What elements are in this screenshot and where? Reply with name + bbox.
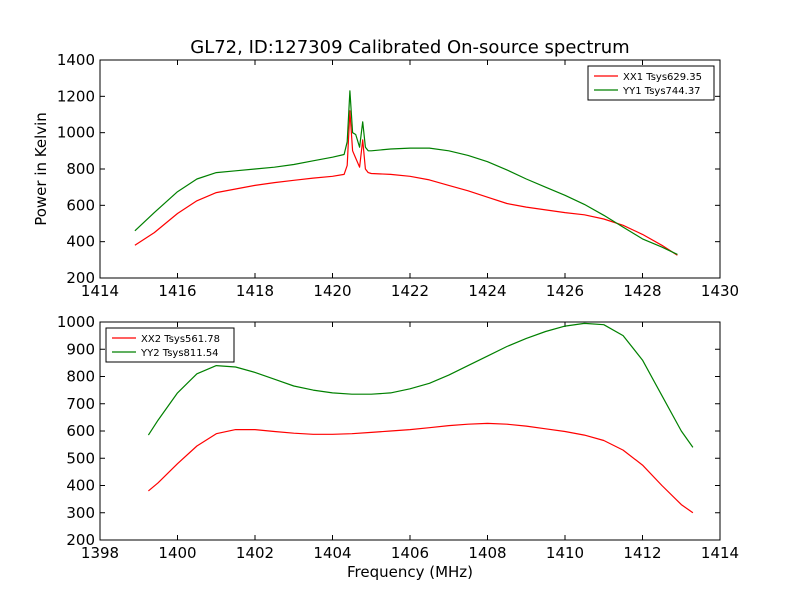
x-tick-label: 1404: [313, 544, 351, 562]
y-tick-label: 600: [66, 422, 95, 440]
legend: XX1 Tsys629.35 YY1 Tsys744.37: [587, 65, 715, 101]
x-tick-label: 1408: [468, 544, 506, 562]
y-tick-label: 600: [66, 196, 95, 214]
x-tick-label: 1422: [391, 282, 429, 300]
x-tick-label: 1418: [236, 282, 274, 300]
plot-bottom: 1398 1400 1402 1404 1406 1408 1410 1412 1414 200 3…: [57, 313, 739, 562]
y-tick-label: 200: [66, 269, 95, 287]
y-tick-label: 1200: [57, 87, 95, 105]
y-tick-label: 400: [66, 477, 95, 495]
x-tick-label: 1412: [623, 544, 661, 562]
legend-label: YY1 Tsys744.37: [622, 86, 701, 97]
y-tick-label: 1400: [57, 51, 95, 69]
series-line-yy: [134, 90, 678, 255]
x-axis-title-bottom: Frequency (MHz): [347, 563, 473, 581]
legend-box: [105, 327, 235, 363]
x-tick-label: 1414: [81, 282, 119, 300]
y-tick-label: 1000: [57, 313, 95, 331]
y-tick-label: 800: [66, 368, 95, 386]
y-tick-label: 400: [66, 233, 95, 251]
series-line-yy: [147, 322, 694, 448]
y-tick-label: 200: [66, 531, 95, 549]
legend-label: YY2 Tsys811.54: [140, 348, 219, 359]
x-tick-label: 1406: [391, 544, 429, 562]
x-tick-label: 1400: [158, 544, 196, 562]
y-tick-label: 500: [66, 449, 95, 467]
y-tick-label: 800: [66, 160, 95, 178]
x-tick-label: 1398: [81, 544, 119, 562]
series-line-xx: [148, 422, 694, 514]
y-tick-label: 1000: [57, 124, 95, 142]
legend-label: XX2 Tsys561.78: [141, 334, 220, 345]
x-tick-label: 1416: [158, 282, 196, 300]
x-tick-label: 1420: [313, 282, 351, 300]
x-tick-label: 1414: [701, 544, 739, 562]
series-line-xx: [134, 110, 678, 256]
legend: XX2 Tsys561.78 YY2 Tsys811.54: [105, 327, 235, 363]
y-tick-label: 900: [66, 340, 95, 358]
chart-title: GL72, ID:127309 Calibrated On-source spe…: [190, 37, 629, 58]
y-axis-title-top: Power in Kelvin: [32, 112, 50, 226]
x-tick-label: 1428: [623, 282, 661, 300]
x-tick-label: 1402: [236, 544, 274, 562]
x-tick-label: 1430: [701, 282, 739, 300]
legend-box: [587, 65, 715, 101]
x-tick-label: 1424: [468, 282, 506, 300]
x-tick-label: 1426: [546, 282, 584, 300]
x-tick-label: 1410: [546, 544, 584, 562]
plot-top: 1414 1416 1418 1420 1422 1424 1426 1428 1430 200 4…: [57, 51, 739, 300]
y-tick-label: 700: [66, 395, 95, 413]
legend-label: XX1 Tsys629.35: [623, 72, 702, 83]
y-tick-label: 300: [66, 504, 95, 522]
